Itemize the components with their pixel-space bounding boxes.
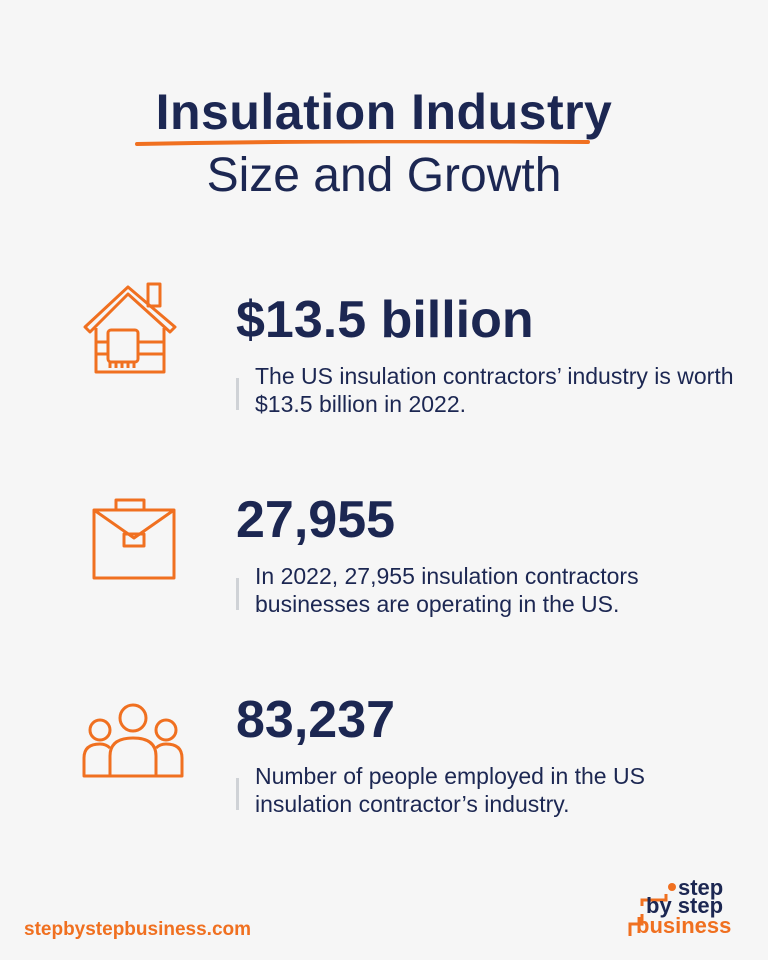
footer-url[interactable]: stepbystepbusiness.com [24,919,252,940]
stat-description: The US insulation contractors’ industry … [255,363,734,417]
logo-mark-icon [628,883,676,936]
stat-value: $13.5 billion [236,291,534,349]
logo-text-business: business [636,913,732,938]
stat-value: 27,955 [236,491,396,549]
divider [236,578,239,610]
stat-employment: 83,237 Number of people employed in the … [0,690,768,830]
stat-value: 83,237 [236,691,396,749]
brand-logo: step by step business [624,875,754,940]
page-subtitle: Size and Growth [206,149,562,202]
stat-description: In 2022, 27,955 insulation contractors b… [255,563,639,617]
divider [236,778,239,810]
divider [236,378,239,410]
logo-text-step: step [678,875,724,900]
page-title: Insulation Industry [155,84,613,140]
logo-text-by-step: by step [646,893,724,918]
stat-description: Number of people employed in the US insu… [255,763,645,817]
house-icon [83,282,177,374]
people-icon [82,703,184,778]
briefcase-icon [92,498,176,580]
stat-business-count: 27,955 In 2022, 27,955 insulation contra… [0,490,768,630]
title-underline [135,140,590,146]
stat-industry-value: $13.5 billion The US insulation contract… [0,282,768,430]
